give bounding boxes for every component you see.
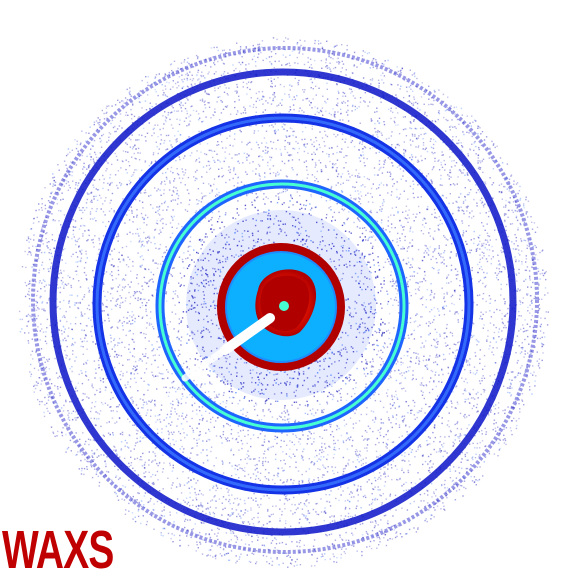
beamstop-arm-edge — [220, 313, 275, 355]
waxs-label: WAXS — [2, 520, 114, 578]
diffraction-ring-3-core — [95, 116, 471, 492]
diffraction-ring-1 — [217, 243, 345, 371]
diffraction-ring-5 — [31, 46, 539, 554]
beamstop-center — [279, 301, 289, 311]
diffraction-ring-4 — [49, 68, 517, 536]
diffraction-ring-2-core — [158, 182, 406, 430]
